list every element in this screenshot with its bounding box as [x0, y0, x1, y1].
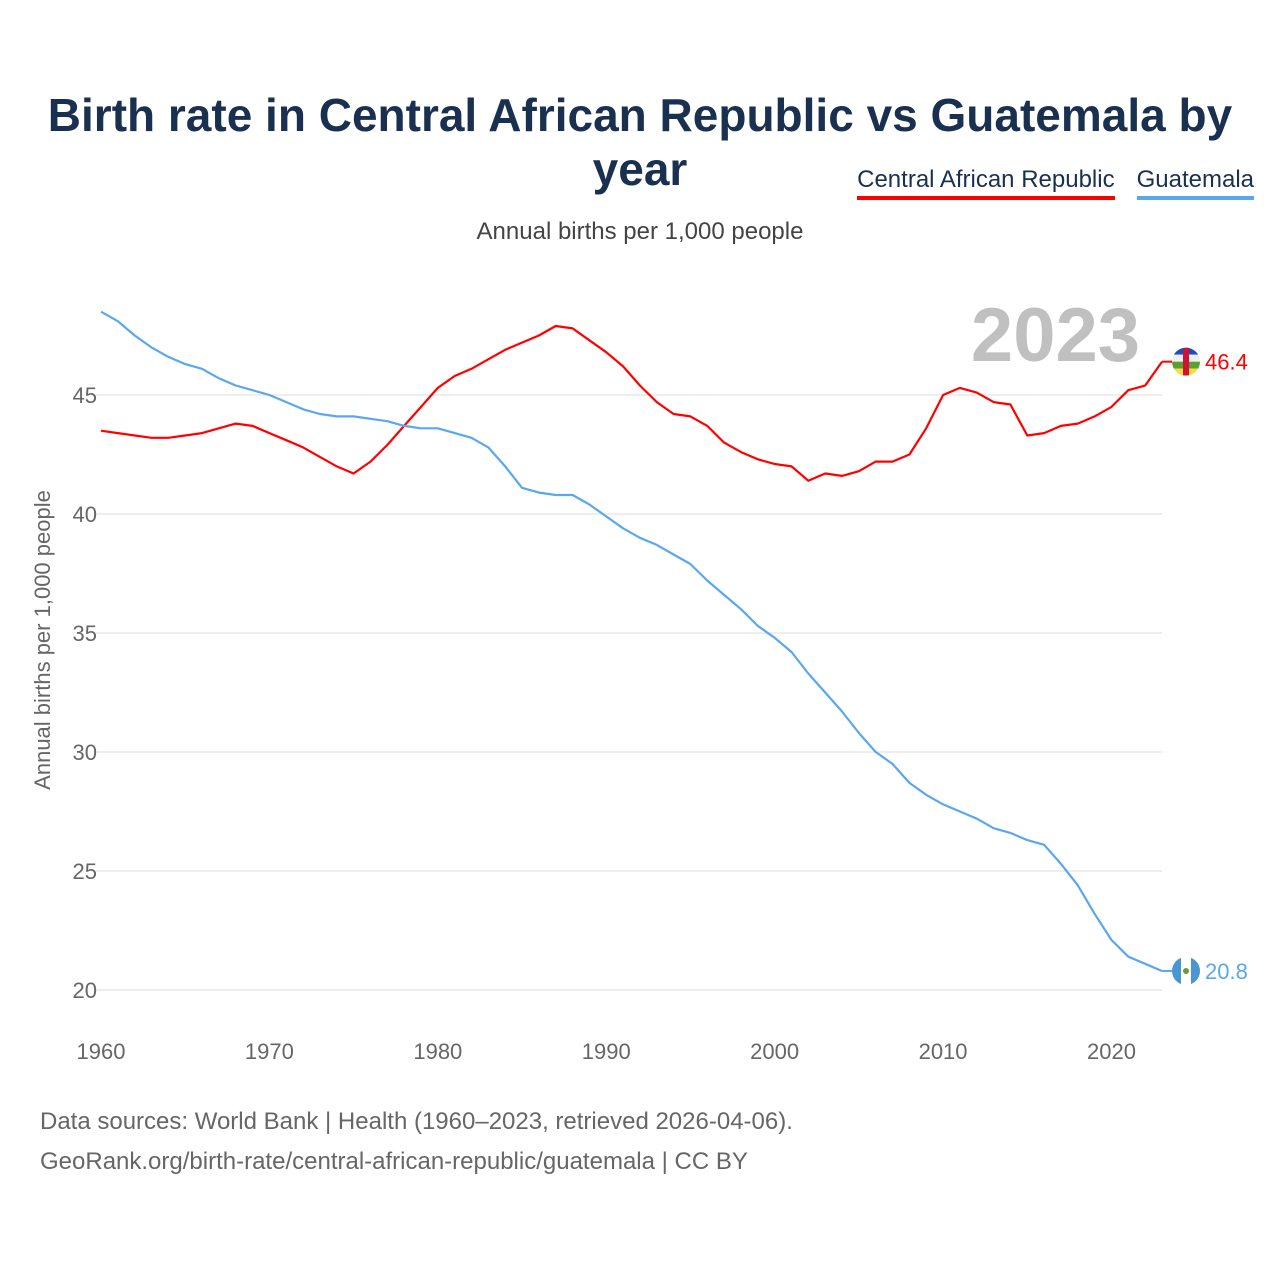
x-tick-label: 2020 [1087, 1039, 1136, 1064]
y-axis-label: Annual births per 1,000 people [30, 490, 55, 790]
car-flag-icon [1172, 347, 1200, 376]
series-line-guatemala [100, 310, 1163, 973]
end-value-label-guatemala: 20.8 [1205, 959, 1248, 984]
y-tick-label: 40 [73, 502, 97, 527]
x-tick-label: 2000 [750, 1039, 799, 1064]
legend-item-guatemala[interactable]: Guatemala [1136, 166, 1254, 200]
y-tick-label: 30 [73, 740, 97, 765]
x-tick-label: 1970 [245, 1039, 294, 1064]
y-tick-label: 20 [73, 978, 97, 1003]
x-tick-label: 1990 [582, 1039, 631, 1064]
year-watermark: 2023 [971, 293, 1140, 378]
footer-sources: Data sources: World Bank | Health (1960–… [40, 1108, 793, 1135]
line-chart: 20 25 30 35 40 45 1960 1970 1980 1990 2000 2010 2020… [30, 293, 1248, 1064]
y-tick-label: 25 [73, 859, 97, 884]
end-value-label-car: 46.4 [1205, 350, 1248, 375]
y-tick-label: 45 [73, 383, 97, 408]
x-tick-label: 2010 [919, 1039, 968, 1064]
legend: Central African Republic Guatemala [857, 166, 1254, 200]
footer-url[interactable]: GeoRank.org/birth-rate/central-african-r… [40, 1148, 748, 1175]
x-tick-label: 1980 [413, 1039, 462, 1064]
guatemala-flag-icon [1172, 956, 1200, 985]
chart-title: Birth rate in Central African Republic v… [47, 89, 1233, 195]
series-line-car [100, 324, 1163, 482]
y-tick-label: 35 [73, 621, 97, 646]
legend-item-car[interactable]: Central African Republic [857, 166, 1115, 200]
x-tick-label: 1960 [77, 1039, 126, 1064]
chart-subtitle: Annual births per 1,000 people [476, 218, 804, 245]
